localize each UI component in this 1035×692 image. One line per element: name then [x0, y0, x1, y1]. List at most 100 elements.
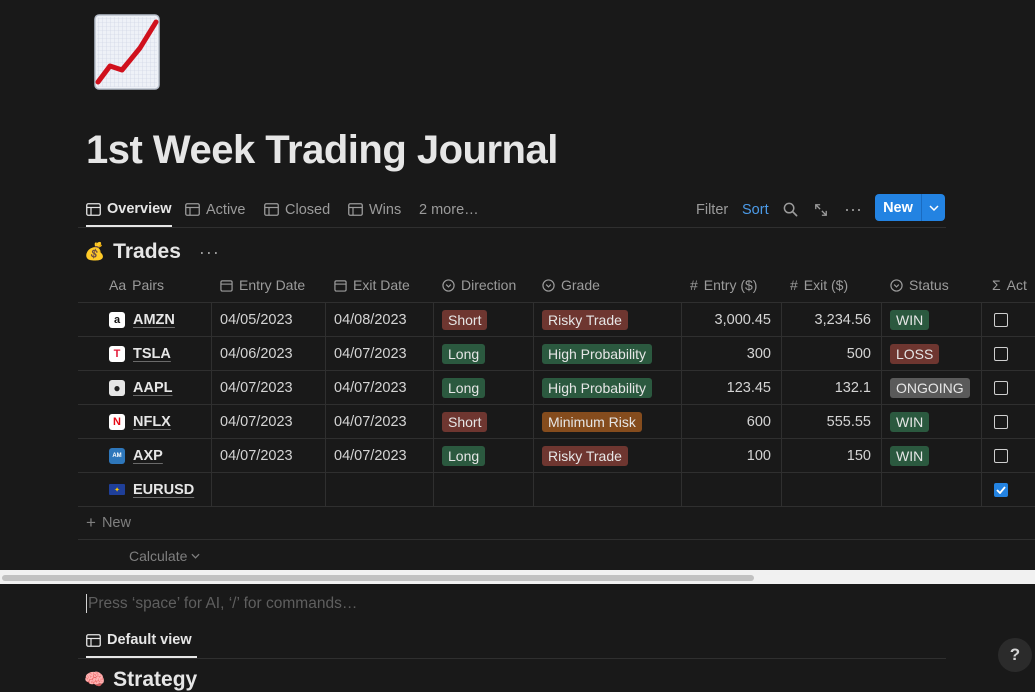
tab-closed[interactable]: Closed	[264, 193, 330, 226]
cell-exit[interactable]: 500	[782, 337, 882, 370]
table-row[interactable]: ✦ EURUSD	[78, 473, 1035, 507]
active-checkbox[interactable]	[994, 380, 1008, 395]
calculate-button[interactable]: Calculate	[78, 540, 1035, 572]
active-checkbox[interactable]	[994, 312, 1008, 327]
cell-exit[interactable]	[782, 473, 882, 506]
cell-exit-date[interactable]	[326, 473, 434, 506]
cell-entry-date[interactable]: 04/07/2023	[212, 405, 326, 438]
cell-entry-date[interactable]	[212, 473, 326, 506]
column-header-active[interactable]: Σ Act	[992, 268, 1035, 302]
column-header-status[interactable]: Status	[890, 268, 985, 302]
column-header-entry-price[interactable]: # Entry ($)	[690, 268, 785, 302]
active-checkbox[interactable]	[994, 482, 1008, 497]
cell-status[interactable]: WIN	[882, 303, 982, 336]
cell-checked[interactable]	[982, 405, 1035, 438]
cell-pair[interactable]: N NFLX	[78, 405, 212, 438]
scrollbar-thumb[interactable]	[2, 575, 754, 581]
strategy-title-text[interactable]: Strategy	[113, 668, 198, 691]
tab-overview[interactable]: Overview	[86, 193, 172, 227]
cell-pair[interactable]: AM AXP	[78, 439, 212, 472]
cell-pair[interactable]: ✦ EURUSD	[78, 473, 212, 506]
cell-grade[interactable]: Risky Trade	[534, 439, 682, 472]
cell-direction[interactable]: Short	[434, 405, 534, 438]
cell-checked[interactable]	[982, 337, 1035, 370]
table-row[interactable]: N NFLX 04/07/2023 04/07/2023 Short Minimum Ri…	[78, 405, 1035, 439]
chevron-down-icon[interactable]	[922, 194, 945, 221]
pair-name[interactable]: AMZN	[133, 311, 175, 328]
cell-entry[interactable]	[682, 473, 782, 506]
column-header-pairs[interactable]: Aa Pairs	[109, 268, 209, 302]
database-more-icon[interactable]: ···	[198, 241, 220, 262]
tab-wins[interactable]: Wins	[348, 193, 401, 226]
cell-entry[interactable]: 123.45	[682, 371, 782, 404]
cell-direction[interactable]: Long	[434, 439, 534, 472]
tab-default-view[interactable]: Default view	[86, 624, 197, 658]
pair-name[interactable]: TSLA	[133, 345, 171, 362]
cell-pair[interactable]: ● AAPL	[78, 371, 212, 404]
page-icon-chart-increasing-icon[interactable]	[94, 14, 160, 90]
active-checkbox[interactable]	[994, 414, 1008, 429]
cell-entry[interactable]: 300	[682, 337, 782, 370]
column-header-entry-date[interactable]: Entry Date	[220, 268, 325, 302]
table-row[interactable]: ● AAPL 04/07/2023 04/07/2023 Long High Probab…	[78, 371, 1035, 405]
cell-status[interactable]	[882, 473, 982, 506]
pair-name[interactable]: AXP	[133, 447, 163, 464]
cell-status[interactable]: LOSS	[882, 337, 982, 370]
command-input[interactable]: Press ‘space’ for AI, ‘/’ for commands…	[86, 594, 358, 613]
cell-checked[interactable]	[982, 371, 1035, 404]
column-header-grade[interactable]: Grade	[542, 268, 682, 302]
cell-checked[interactable]	[982, 439, 1035, 472]
cell-checked[interactable]	[982, 473, 1035, 506]
tab-active[interactable]: Active	[185, 193, 246, 226]
cell-exit[interactable]: 555.55	[782, 405, 882, 438]
cell-exit[interactable]: 132.1	[782, 371, 882, 404]
table-row[interactable]: a AMZN 04/05/2023 04/08/2023 Short Risky Trad…	[78, 303, 1035, 337]
cell-status[interactable]: WIN	[882, 439, 982, 472]
tab-more-views[interactable]: 2 more…	[419, 193, 479, 226]
column-header-direction[interactable]: Direction	[442, 268, 538, 302]
cell-exit-date[interactable]: 04/07/2023	[326, 337, 434, 370]
cell-entry-date[interactable]: 04/06/2023	[212, 337, 326, 370]
page-title[interactable]: 1st Week Trading Journal	[86, 128, 558, 172]
cell-direction[interactable]: Short	[434, 303, 534, 336]
cell-entry[interactable]: 100	[682, 439, 782, 472]
cell-exit-date[interactable]: 04/07/2023	[326, 439, 434, 472]
cell-direction[interactable]: Long	[434, 371, 534, 404]
strategy-title[interactable]: 🧠 Strategy	[84, 668, 197, 692]
cell-grade[interactable]: Minimum Risk	[534, 405, 682, 438]
table-row[interactable]: T TSLA 04/06/2023 04/07/2023 Long High Probab…	[78, 337, 1035, 371]
cell-direction[interactable]: Long	[434, 337, 534, 370]
add-row-button[interactable]: + New	[78, 507, 1035, 540]
cell-pair[interactable]: T TSLA	[78, 337, 212, 370]
database-title[interactable]: 💰 Trades ···	[84, 240, 220, 264]
more-options-icon[interactable]: ···	[844, 199, 862, 219]
active-checkbox[interactable]	[994, 448, 1008, 463]
pair-name[interactable]: EURUSD	[133, 481, 195, 498]
new-button-label[interactable]: New	[875, 194, 922, 221]
cell-direction[interactable]	[434, 473, 534, 506]
cell-grade[interactable]: High Probability	[534, 337, 682, 370]
search-icon[interactable]	[783, 193, 798, 226]
cell-exit-date[interactable]: 04/07/2023	[326, 371, 434, 404]
database-title-text[interactable]: Trades	[113, 240, 181, 263]
new-button[interactable]: New	[875, 194, 945, 221]
expand-icon[interactable]	[814, 193, 828, 226]
cell-grade[interactable]: Risky Trade	[534, 303, 682, 336]
cell-exit[interactable]: 150	[782, 439, 882, 472]
cell-status[interactable]: ONGOING	[882, 371, 982, 404]
table-row[interactable]: AM AXP 04/07/2023 04/07/2023 Long Risky Trade…	[78, 439, 1035, 473]
cell-exit-date[interactable]: 04/07/2023	[326, 405, 434, 438]
cell-entry-date[interactable]: 04/07/2023	[212, 439, 326, 472]
filter-button[interactable]: Filter	[696, 201, 729, 218]
column-header-exit-price[interactable]: # Exit ($)	[790, 268, 885, 302]
cell-exit-date[interactable]: 04/08/2023	[326, 303, 434, 336]
help-button[interactable]: ?	[998, 638, 1032, 672]
pair-name[interactable]: NFLX	[133, 413, 171, 430]
cell-entry-date[interactable]: 04/05/2023	[212, 303, 326, 336]
cell-status[interactable]: WIN	[882, 405, 982, 438]
cell-grade[interactable]	[534, 473, 682, 506]
column-header-exit-date[interactable]: Exit Date	[334, 268, 434, 302]
active-checkbox[interactable]	[994, 346, 1008, 361]
horizontal-scrollbar[interactable]	[0, 570, 1035, 584]
cell-grade[interactable]: High Probability	[534, 371, 682, 404]
